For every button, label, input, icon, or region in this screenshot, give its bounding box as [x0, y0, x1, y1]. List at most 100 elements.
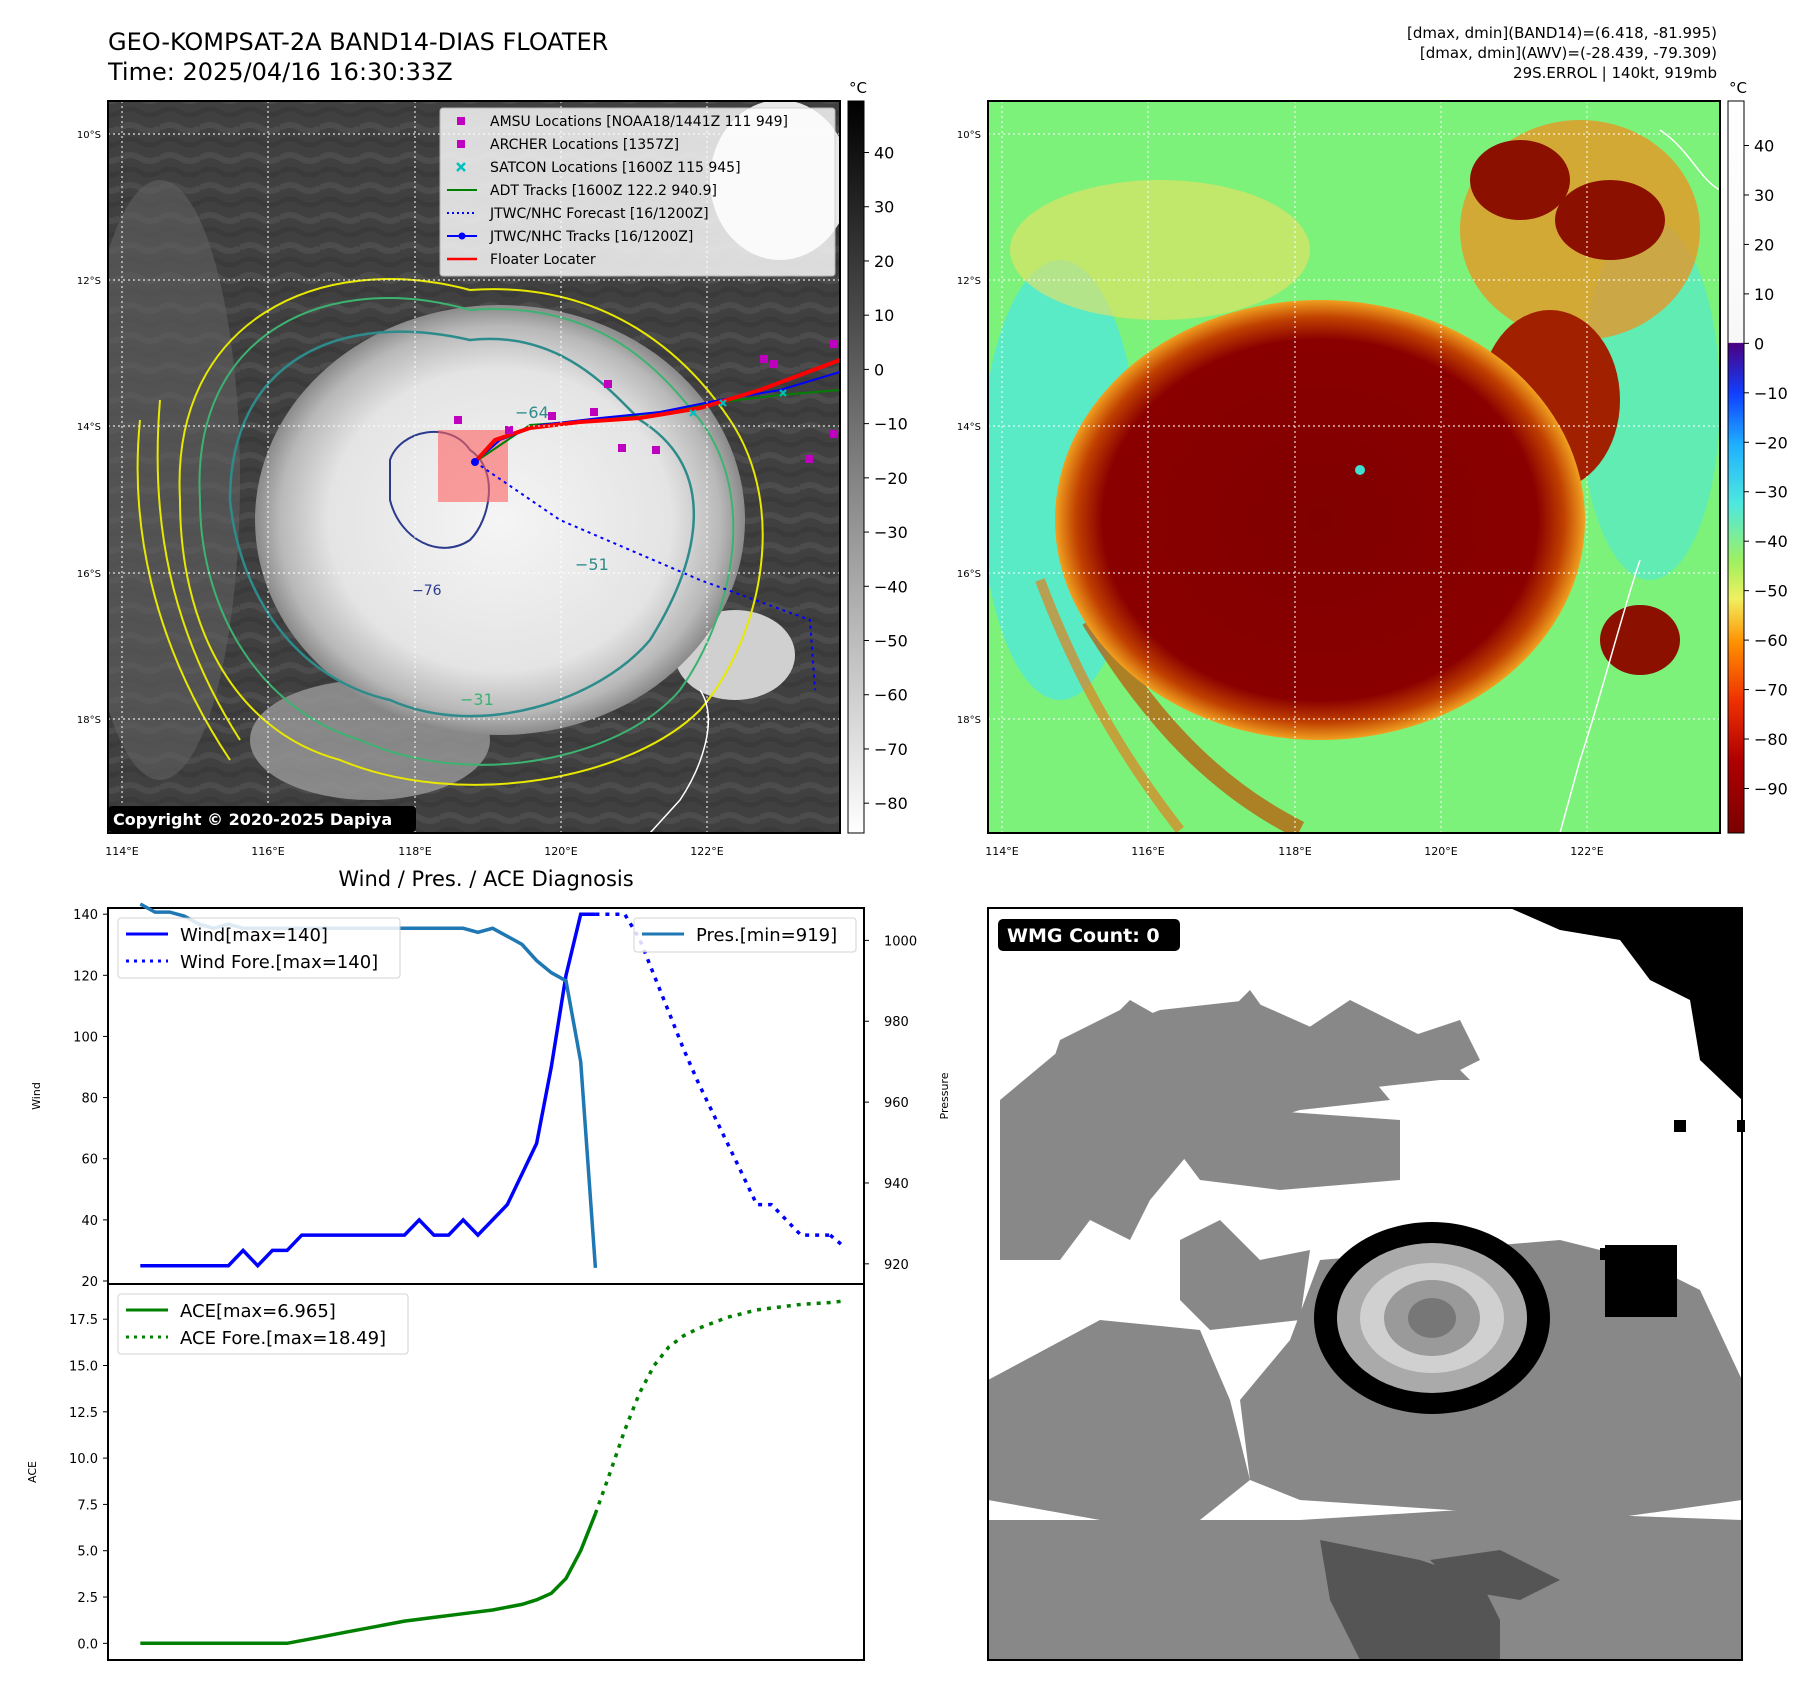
lat-label: 10°S	[957, 130, 981, 141]
wind-axes: 20 40 60 80 100 120 140 920 940 960 980 1000	[73, 908, 917, 1290]
ace-ytick-label: 10.0	[69, 1452, 98, 1467]
info-storm: 29S.ERROL | 140kt, 919mb	[1513, 64, 1717, 82]
satcon-markers	[689, 389, 787, 417]
wind-forecast-line	[595, 912, 831, 1237]
ace-ytick-label: 15.0	[69, 1359, 98, 1374]
colorbar-tick-label: −60	[1754, 631, 1788, 650]
pressure-ytick-label: 960	[884, 1096, 909, 1111]
wind-forecast-line	[829, 1233, 847, 1249]
wmg-count-box	[998, 919, 1180, 951]
awv-lon-labels: 114°E 116°E 118°E 120°E 122°E	[985, 845, 1603, 858]
legend-satcon: SATCON Locations [1600Z 115 945]	[490, 160, 741, 176]
legend-adt: ADT Tracks [1600Z 122.2 940.9]	[490, 183, 717, 199]
lat-label: 16°S	[77, 569, 101, 580]
legend-wind: Wind[max=140]	[180, 925, 328, 946]
wind-ytick-label: 60	[81, 1153, 98, 1168]
wind-ytick-label: 40	[81, 1214, 98, 1229]
pressure-ytick-label: 1000	[884, 934, 917, 949]
wind-ylabel: Wind	[30, 1082, 43, 1110]
colorbar-tick-label: 30	[874, 198, 894, 217]
ir-panel: −64 −51 −31 −76 AMSU Locations [NOAA18/1…	[77, 79, 908, 858]
figure-time: Time: 2025/04/16 16:30:33Z	[107, 58, 453, 86]
ace-ytick-label: 0.0	[77, 1637, 98, 1652]
awv-grid	[988, 101, 1720, 833]
lat-label: 14°S	[957, 422, 981, 433]
colorbar-tick-label: −60	[874, 686, 908, 705]
lon-label: 122°E	[690, 845, 723, 858]
floater-locater-track	[473, 358, 840, 464]
contour-label: −76	[412, 583, 442, 599]
ace-line	[140, 1513, 598, 1646]
pressure-legend: Pres.[min=919]	[633, 917, 857, 953]
legend-ace-forecast: ACE Fore.[max=18.49]	[180, 1328, 386, 1349]
contour-label: −31	[460, 690, 494, 709]
legend-archer: ARCHER Locations [1357Z]	[490, 137, 679, 153]
diagnosis-title: Wind / Pres. / ACE Diagnosis	[338, 867, 633, 891]
wmg-count-label: WMG Count: 0	[1007, 925, 1160, 947]
legend-pressure: Pres.[min=919]	[696, 925, 837, 946]
colorbar-tick-label: 20	[874, 252, 894, 271]
ace-axes: 0.0 2.5 5.0 7.5 10.0 12.5 15.0 17.5	[69, 1313, 108, 1652]
colorbar-tick-label: −90	[1754, 779, 1788, 798]
colorbar-tick-label: −80	[874, 794, 908, 813]
lat-label: 12°S	[77, 276, 101, 287]
colorbar-tick-label: −40	[1754, 532, 1788, 551]
copyright-text: Copyright © 2020-2025 Dapiya	[113, 810, 392, 829]
ir-lon-labels: 114°E 116°E 118°E 120°E 122°E	[105, 845, 723, 858]
lon-label: 114°E	[985, 845, 1018, 858]
legend-amsu: AMSU Locations [NOAA18/1441Z 111 949]	[490, 114, 788, 130]
ace-ytick-label: 7.5	[77, 1498, 98, 1513]
lat-label: 10°S	[77, 130, 101, 141]
legend-ace: ACE[max=6.965]	[180, 1301, 336, 1322]
lat-label: 12°S	[957, 276, 981, 287]
info-awv: [dmax, dmin](AWV)=(-28.439, -79.309)	[1420, 44, 1717, 62]
lon-label: 120°E	[1424, 845, 1457, 858]
colorbar-tick-label: 0	[874, 360, 884, 379]
amsu-markers	[454, 340, 838, 463]
wind-ytick-label: 20	[81, 1275, 98, 1290]
legend-floater: Floater Locater	[490, 252, 596, 268]
lon-label: 120°E	[544, 845, 577, 858]
lon-label: 114°E	[105, 845, 138, 858]
colorbar-tick-label: −40	[874, 577, 908, 596]
colorbar-tick-label: −50	[1754, 582, 1788, 601]
ace-legend: ACE[max=6.965] ACE Fore.[max=18.49]	[117, 1293, 409, 1355]
wind-ytick-label: 120	[73, 969, 98, 984]
colorbar-tick-label: −30	[1754, 483, 1788, 502]
figure-title: GEO-KOMPSAT-2A BAND14-DIAS FLOATER	[108, 28, 608, 56]
pressure-ytick-label: 980	[884, 1015, 909, 1030]
colorbar-tick-label: −20	[874, 469, 908, 488]
awv-colorbar-ticks: 40 30 20 10 0 −10 −20 −30 −40 −50 −60 −70 −80 −90	[1744, 137, 1788, 798]
lon-label: 118°E	[398, 845, 431, 858]
legend-jtwc-tracks: JTWC/NHC Tracks [16/1200Z]	[489, 229, 693, 245]
awv-image	[988, 101, 1720, 833]
lon-label: 118°E	[1278, 845, 1311, 858]
colorbar-tick-label: 10	[874, 306, 894, 325]
pressure-ytick-label: 920	[884, 1258, 909, 1273]
wind-line	[140, 912, 596, 1269]
ace-lines	[140, 1299, 846, 1646]
ace-forecast-line	[593, 1299, 846, 1515]
colorbar-tick-label: 10	[1754, 285, 1774, 304]
colorbar-tick-label: −10	[1754, 384, 1788, 403]
wind-ytick-label: 100	[73, 1030, 98, 1045]
awv-panel: 10°S 12°S 14°S 16°S 18°S 114°E 116°E 118…	[957, 79, 1788, 858]
pressure-ytick-label: 940	[884, 1177, 909, 1192]
legend-wind-forecast: Wind Fore.[max=140]	[180, 952, 378, 973]
colorbar-tick-label: −80	[1754, 730, 1788, 749]
info-band14: [dmax, dmin](BAND14)=(6.418, -81.995)	[1407, 24, 1717, 42]
colorbar-tick-label: −10	[874, 415, 908, 434]
ace-ytick-label: 5.0	[77, 1545, 98, 1560]
ir-lat-labels: 10°S 12°S 14°S 16°S 18°S	[77, 130, 101, 726]
lat-label: 14°S	[77, 422, 101, 433]
colorbar-tick-label: 20	[1754, 235, 1774, 254]
lon-label: 116°E	[251, 845, 284, 858]
colorbar-tick-label: 40	[1754, 137, 1774, 156]
awv-colorbar	[1727, 100, 1745, 834]
lon-label: 116°E	[1131, 845, 1164, 858]
ace-ylabel: ACE	[26, 1461, 39, 1483]
ace-ytick-label: 17.5	[69, 1313, 98, 1328]
copyright-box	[108, 806, 416, 832]
colorbar-tick-label: −20	[1754, 433, 1788, 452]
